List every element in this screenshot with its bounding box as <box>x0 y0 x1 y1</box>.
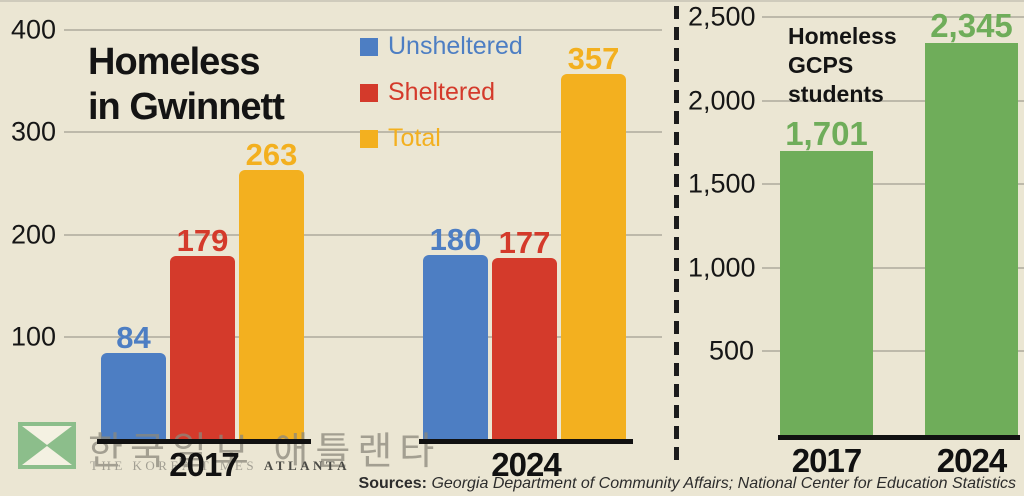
left-gridline <box>64 335 662 338</box>
right-axis-tick: 500 <box>708 335 754 366</box>
left-axis-tick: 200 <box>10 219 56 249</box>
right-baseline <box>778 435 1020 440</box>
bar-value-label: 357 <box>567 41 620 76</box>
category-label-2017: 2017 <box>791 442 862 479</box>
category-label-2024: 2024 <box>936 442 1007 479</box>
sources-note: Sources: Georgia Department of Community… <box>359 475 1016 493</box>
left-baseline-2017 <box>97 439 311 444</box>
left-axis-tick: 400 <box>10 14 56 45</box>
left-chart-title-line1: Homeless <box>88 41 261 83</box>
bar-value-label: 263 <box>245 137 298 172</box>
watermark-paper-name: THE KOREA TIMES <box>90 458 264 473</box>
right-chart-title-line3: students <box>788 80 884 107</box>
right-gridline <box>762 350 1024 353</box>
bar-sheltered-2024 <box>492 258 557 439</box>
right-gridline <box>762 99 1024 102</box>
left-gridline <box>64 233 662 236</box>
bar-value-label: 177 <box>498 225 551 260</box>
watermark-korean-text: 한국일보 애틀랜타 <box>88 431 442 473</box>
left-chart-title-line2: in Gwinnett <box>88 85 285 128</box>
right-axis-tick: 2,000 <box>688 85 756 116</box>
left-gridline <box>64 29 662 31</box>
left-axis-tick: 100 <box>10 321 56 352</box>
bar-value-label: 2,345 <box>930 7 1013 44</box>
right-gridline <box>762 16 1024 18</box>
right-chart-title-line1: Homeless <box>788 23 897 49</box>
legend-label-total: Total <box>388 124 441 152</box>
legend-label-unsheltered: Unsheltered <box>388 32 523 60</box>
right-chart-title-line2: GCPS <box>788 51 854 78</box>
right-chart-title: Homeless GCPS students <box>788 22 897 108</box>
legend: Unsheltered Sheltered Total <box>360 32 523 170</box>
bar-sheltered-2017 <box>170 256 235 439</box>
left-axis-tick: 300 <box>10 116 56 147</box>
legend-swatch-sheltered <box>360 83 378 102</box>
left-chart-title: Homeless in Gwinnett <box>88 40 285 130</box>
right-axis-tick: 2,500 <box>688 1 756 32</box>
legend-item-total: Total <box>360 124 523 153</box>
watermark-english-text: THE KOREA TIMES ATLANTA <box>90 458 350 474</box>
legend-swatch-total <box>360 129 378 148</box>
bar-total-2024 <box>561 74 626 439</box>
bar-gcps-students-2017 <box>780 151 873 435</box>
bar-value-label: 84 <box>116 320 151 355</box>
sources-prefix: Sources: <box>358 475 427 492</box>
bar-unsheltered-2024 <box>423 255 488 439</box>
bar-value-label: 180 <box>429 222 482 257</box>
legend-label-sheltered: Sheltered <box>388 78 496 106</box>
right-axis-tick: 1,000 <box>688 252 756 283</box>
korea-times-watermark: 한국일보 애틀랜타 THE KOREA TIMES ATLANTA <box>18 422 434 473</box>
korea-times-logo-icon <box>18 422 76 469</box>
dashed-divider <box>674 6 679 464</box>
right-gridline <box>762 183 1024 186</box>
right-gridline <box>762 266 1024 269</box>
bar-unsheltered-2017 <box>101 353 166 439</box>
sources-text: Georgia Department of Community Affairs;… <box>427 475 1016 492</box>
watermark-city-name: ATLANTA <box>263 458 350 473</box>
bar-total-2017 <box>239 170 304 439</box>
legend-item-sheltered: Sheltered <box>360 78 523 107</box>
legend-item-unsheltered: Unsheltered <box>360 32 523 61</box>
left-baseline-2024 <box>419 439 633 444</box>
bar-gcps-students-2024 <box>925 43 1018 435</box>
right-axis-tick: 1,500 <box>688 168 756 199</box>
legend-swatch-unsheltered <box>360 37 378 56</box>
bar-value-label: 1,701 <box>785 115 868 152</box>
bar-value-label: 179 <box>176 223 229 258</box>
category-label-2024: 2024 <box>491 446 561 483</box>
category-label-2017: 2017 <box>169 446 239 483</box>
